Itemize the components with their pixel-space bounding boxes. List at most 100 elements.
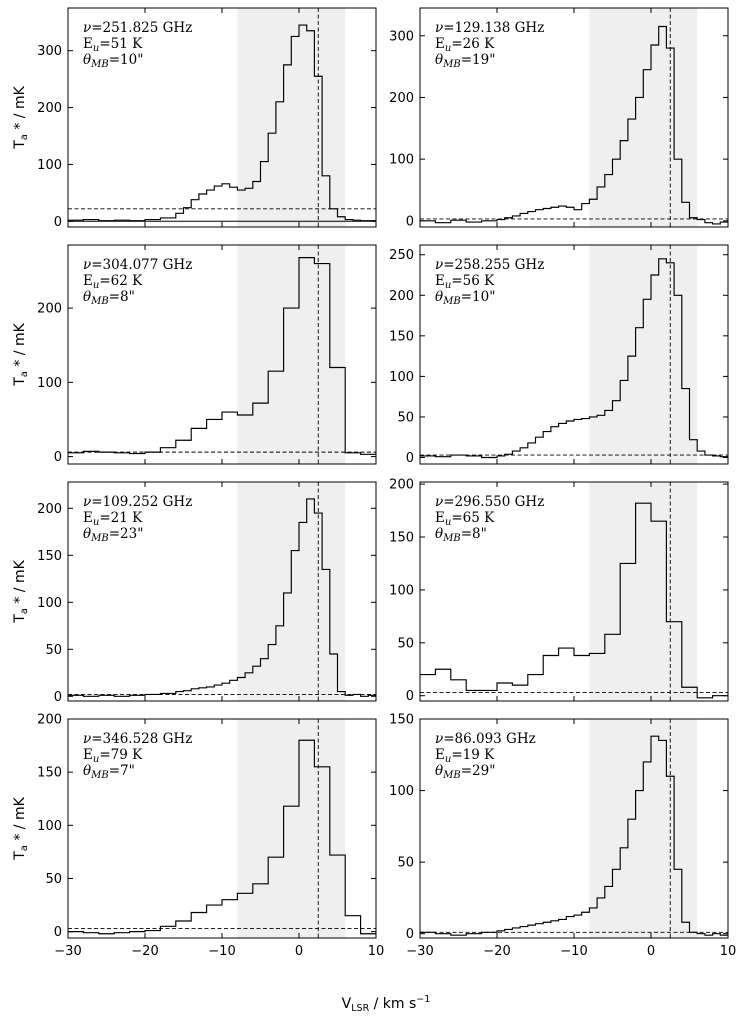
y-tick-label: 200: [37, 713, 62, 728]
shaded-range: [237, 245, 346, 464]
y-tick-label: 200: [389, 289, 414, 304]
eu-value: =56 K: [451, 273, 495, 289]
panel-plot-area: [68, 482, 376, 701]
nu-value: =86.093 GHz: [443, 731, 536, 747]
upper-energy-label: Eu=19 K: [435, 747, 495, 765]
y-tick-label: 100: [37, 596, 62, 611]
nu-symbol: ν: [435, 731, 443, 747]
upper-energy-label: Eu=51 K: [83, 36, 143, 54]
theta-symbol: θ: [435, 763, 443, 779]
x-tick-label: −20: [483, 944, 510, 959]
nu-symbol: ν: [435, 20, 443, 36]
y-axis-title-rest: * / mK: [12, 322, 28, 371]
eu-value: =26 K: [451, 36, 495, 52]
upper-energy-label: Eu=26 K: [435, 36, 495, 54]
beam-size-label: θMB=23": [83, 526, 143, 544]
eu-value: =21 K: [99, 510, 143, 526]
y-tick-label: 150: [389, 329, 414, 344]
x-axis-title-sup: −1: [416, 994, 430, 1005]
theta-symbol: θ: [435, 289, 443, 305]
nu-symbol: ν: [83, 731, 91, 747]
theta-value: =10": [461, 289, 496, 305]
eu-E: E: [435, 36, 445, 52]
y-axis-title-rest: * / mK: [12, 85, 28, 134]
theta-sub: MB: [442, 533, 461, 544]
shaded-range: [589, 245, 698, 464]
frequency-label: ν=109.252 GHz: [83, 494, 192, 510]
y-tick-label: 150: [37, 549, 62, 564]
y-tick-label: 50: [397, 636, 414, 651]
eu-value: =51 K: [99, 36, 143, 52]
theta-value: =10": [109, 52, 144, 68]
x-tick-label: 0: [647, 944, 655, 959]
y-tick-label: 100: [389, 583, 414, 598]
x-tick-label: −30: [406, 944, 433, 959]
y-tick-label: 300: [389, 29, 414, 44]
y-tick-label: 150: [389, 531, 414, 546]
y-tick-label: 100: [37, 376, 62, 391]
y-axis-title-main: T: [12, 140, 28, 150]
theta-sub: MB: [90, 533, 109, 544]
y-axis-title: Ta * / mK: [12, 85, 30, 149]
eu-sub: u: [445, 43, 451, 54]
theta-sub: MB: [442, 770, 461, 781]
y-axis-title-sub: a: [19, 371, 30, 377]
theta-sub: MB: [90, 59, 109, 70]
frequency-label: ν=346.528 GHz: [83, 731, 192, 747]
theta-value: =8": [461, 526, 487, 542]
theta-sub: MB: [442, 59, 461, 70]
nu-symbol: ν: [83, 257, 91, 273]
y-tick-label: 200: [37, 302, 62, 317]
y-tick-label: 300: [37, 44, 62, 59]
theta-symbol: θ: [83, 526, 91, 542]
x-tick-label: −30: [54, 944, 81, 959]
eu-E: E: [83, 36, 93, 52]
y-tick-label: 50: [45, 872, 62, 887]
y-axis-title-sub: a: [19, 134, 30, 140]
panel-plot-area: [68, 245, 376, 464]
y-tick-label: 0: [406, 214, 414, 229]
x-tick-label: 10: [720, 944, 737, 959]
x-tick-label: 0: [295, 944, 303, 959]
theta-value: =29": [461, 763, 496, 779]
frequency-label: ν=129.138 GHz: [435, 20, 544, 36]
eu-value: =19 K: [451, 747, 495, 763]
eu-value: =79 K: [99, 747, 143, 763]
y-tick-label: 100: [37, 158, 62, 173]
beam-size-label: θMB=19": [435, 52, 495, 70]
nu-symbol: ν: [435, 494, 443, 510]
beam-size-label: θMB=10": [435, 289, 495, 307]
beam-size-label: θMB=10": [83, 52, 143, 70]
nu-value: =296.550 GHz: [443, 494, 544, 510]
panel-plot-area: [68, 8, 376, 227]
theta-symbol: θ: [83, 289, 91, 305]
nu-symbol: ν: [83, 20, 91, 36]
frequency-label: ν=296.550 GHz: [435, 494, 544, 510]
y-axis-title-main: T: [12, 614, 28, 624]
y-tick-label: 0: [406, 927, 414, 942]
eu-sub: u: [93, 754, 99, 765]
beam-size-label: θMB=29": [435, 763, 495, 781]
nu-value: =109.252 GHz: [91, 494, 192, 510]
shaded-range: [589, 8, 698, 227]
beam-size-label: θMB=8": [83, 289, 135, 307]
eu-E: E: [435, 273, 445, 289]
y-axis-title-sub: a: [19, 845, 30, 851]
spectrum-step-line: [68, 24, 376, 222]
eu-value: =65 K: [451, 510, 495, 526]
y-axis-title-main: T: [12, 851, 28, 861]
nu-value: =251.825 GHz: [91, 20, 192, 36]
y-tick-label: 0: [54, 690, 62, 705]
shaded-range: [589, 482, 698, 701]
spectrum-step-line: [420, 258, 728, 459]
theta-value: =8": [109, 289, 135, 305]
theta-sub: MB: [90, 296, 109, 307]
theta-value: =23": [109, 526, 144, 542]
y-tick-label: 100: [389, 370, 414, 385]
